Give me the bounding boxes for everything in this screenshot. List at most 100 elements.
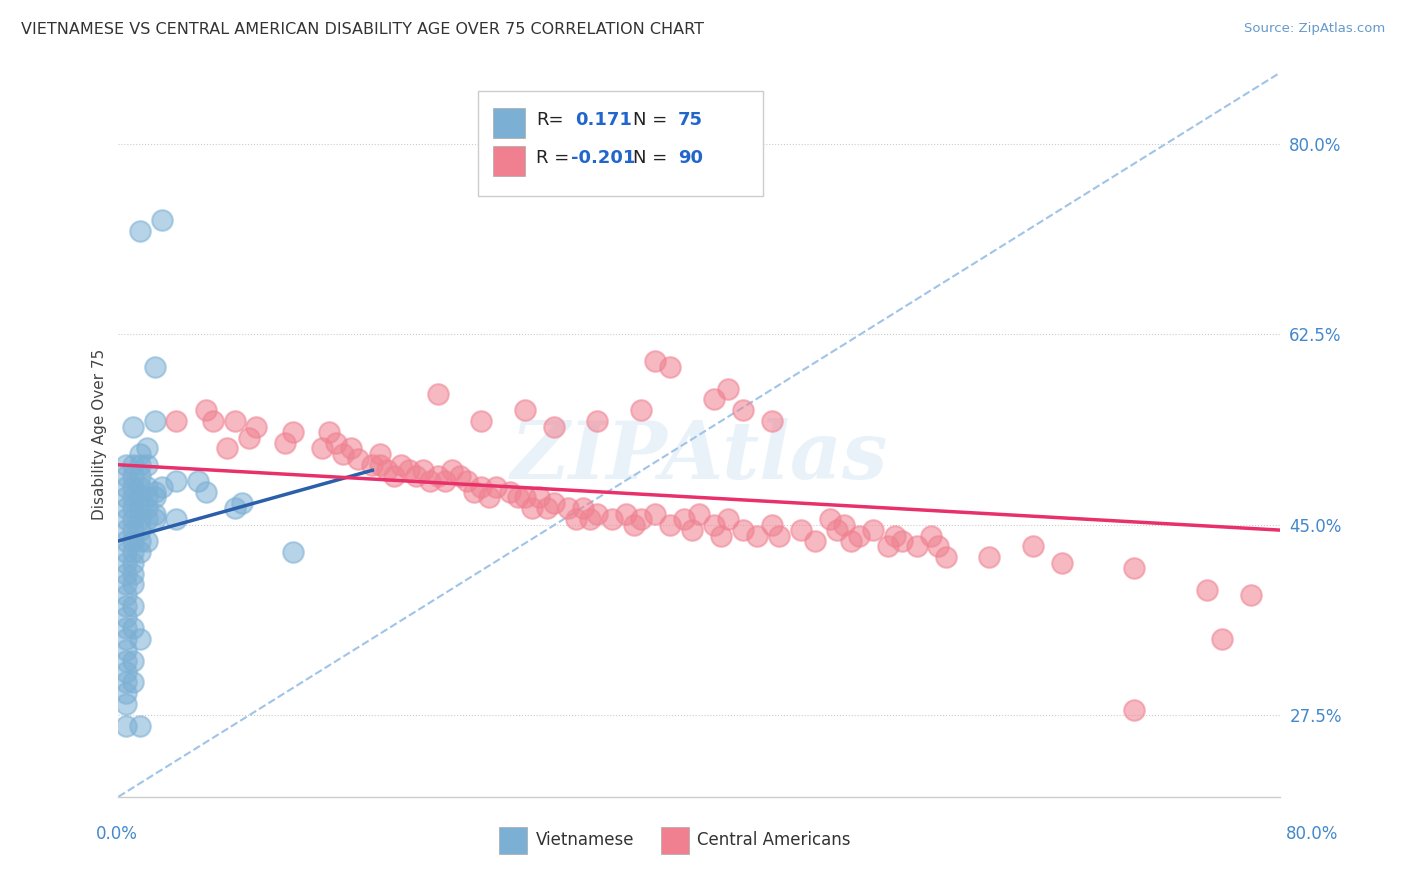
Point	[114, 719, 136, 733]
Point	[368, 447, 391, 461]
Point	[224, 501, 246, 516]
Point	[217, 442, 239, 456]
Point	[187, 474, 209, 488]
Point	[470, 414, 492, 428]
Y-axis label: Disability Age Over 75: Disability Age Over 75	[93, 350, 107, 520]
Point	[114, 697, 136, 711]
Point	[136, 512, 159, 526]
Point	[122, 479, 145, 493]
Point	[717, 382, 740, 396]
Point	[470, 479, 492, 493]
Point	[136, 491, 159, 505]
Point	[194, 485, 217, 500]
Text: Vietnamese: Vietnamese	[536, 831, 634, 849]
Point	[136, 458, 159, 472]
Point	[114, 588, 136, 602]
Point	[572, 501, 595, 516]
Point	[114, 501, 136, 516]
Point	[1123, 703, 1146, 717]
Point	[804, 533, 827, 548]
Point	[426, 468, 449, 483]
Point	[347, 452, 370, 467]
Point	[122, 501, 145, 516]
Point	[368, 458, 391, 472]
Point	[644, 507, 666, 521]
Point	[325, 436, 347, 450]
Point	[114, 458, 136, 472]
Point	[166, 512, 188, 526]
Point	[499, 485, 522, 500]
Point	[659, 517, 682, 532]
Point	[659, 359, 682, 374]
Point	[274, 436, 297, 450]
FancyBboxPatch shape	[494, 108, 524, 138]
Point	[122, 419, 145, 434]
Point	[114, 632, 136, 646]
Point	[122, 533, 145, 548]
Point	[702, 392, 724, 407]
Text: 75: 75	[678, 111, 703, 129]
Point	[114, 533, 136, 548]
Point	[586, 414, 609, 428]
Point	[143, 414, 166, 428]
Point	[818, 512, 841, 526]
Point	[702, 517, 724, 532]
Text: N =: N =	[633, 111, 666, 129]
Point	[434, 474, 457, 488]
Point	[825, 523, 848, 537]
Point	[238, 431, 260, 445]
Text: R=: R=	[537, 111, 564, 129]
Point	[382, 468, 405, 483]
Point	[143, 485, 166, 500]
Point	[122, 654, 145, 668]
Point	[441, 463, 464, 477]
Point	[114, 577, 136, 591]
Point	[630, 403, 652, 417]
Text: VIETNAMESE VS CENTRAL AMERICAN DISABILITY AGE OVER 75 CORRELATION CHART: VIETNAMESE VS CENTRAL AMERICAN DISABILIT…	[21, 22, 704, 37]
Point	[281, 545, 304, 559]
Point	[927, 540, 949, 554]
Point	[166, 474, 188, 488]
Point	[122, 523, 145, 537]
Point	[129, 479, 152, 493]
Point	[398, 463, 420, 477]
Point	[905, 540, 928, 554]
Point	[122, 468, 145, 483]
Text: ZIPAtlas: ZIPAtlas	[510, 417, 887, 495]
Point	[681, 523, 703, 537]
Point	[979, 550, 1001, 565]
Point	[731, 403, 754, 417]
Text: -0.201: -0.201	[571, 149, 636, 168]
Point	[644, 354, 666, 368]
Point	[122, 599, 145, 614]
Text: Central Americans: Central Americans	[697, 831, 851, 849]
Point	[543, 496, 565, 510]
Point	[419, 474, 441, 488]
Point	[891, 533, 914, 548]
Point	[477, 491, 499, 505]
Point	[449, 468, 471, 483]
Point	[114, 479, 136, 493]
Point	[862, 523, 884, 537]
Point	[129, 545, 152, 559]
Point	[136, 501, 159, 516]
Point	[832, 517, 855, 532]
Point	[412, 463, 434, 477]
Point	[281, 425, 304, 439]
Text: 0.0%: 0.0%	[96, 825, 138, 843]
Point	[122, 458, 145, 472]
Point	[1022, 540, 1045, 554]
Point	[143, 512, 166, 526]
Point	[463, 485, 485, 500]
Point	[114, 675, 136, 690]
Point	[143, 491, 166, 505]
Point	[513, 491, 536, 505]
Point	[761, 517, 783, 532]
Point	[201, 414, 224, 428]
Point	[1239, 588, 1261, 602]
Point	[1211, 632, 1233, 646]
Point	[768, 528, 790, 542]
Point	[789, 523, 811, 537]
FancyBboxPatch shape	[494, 146, 524, 177]
Point	[114, 686, 136, 700]
